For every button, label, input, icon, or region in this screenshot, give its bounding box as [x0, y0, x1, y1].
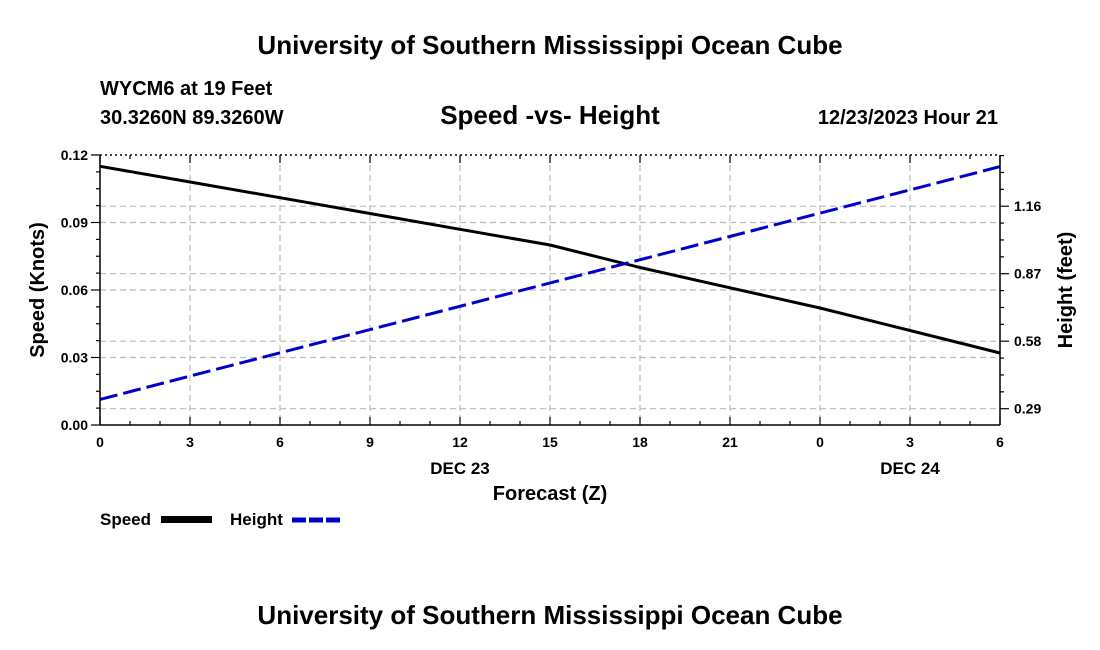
legend-swatch-speed — [161, 516, 212, 523]
series-lines — [99, 164, 1001, 401]
series-line-speed — [99, 164, 1001, 355]
series-line-height — [99, 165, 1001, 401]
forecast-date-label: 12/23/2023 Hour 21 — [818, 107, 998, 129]
y-tick-label: 0.12 — [61, 147, 88, 163]
x-tick-label: 6 — [276, 434, 284, 450]
x-tick-label: 0 — [816, 434, 824, 450]
x-tick-label: 21 — [722, 434, 738, 450]
y2-tick-label: 1.16 — [1014, 198, 1041, 214]
x-tick-label: 12 — [452, 434, 468, 450]
y2-tick-label: 0.58 — [1014, 333, 1041, 349]
y-tick-label: 0.06 — [61, 282, 88, 298]
x-tick-label: 3 — [186, 434, 194, 450]
footer-title: University of Southern Mississippi Ocean… — [257, 600, 842, 630]
x-tick-label: 18 — [632, 434, 648, 450]
date-label: DEC 23 — [430, 459, 490, 478]
grid-lines — [100, 155, 1000, 425]
date-label: DEC 24 — [880, 459, 940, 478]
station-label: WYCM6 at 19 Feet — [100, 78, 273, 100]
legend-label-speed: Speed — [100, 510, 151, 529]
y-tick-label: 0.00 — [61, 417, 88, 433]
coordinates-label: 30.3260N 89.3260W — [100, 107, 284, 129]
x-axis-title: Forecast (Z) — [493, 483, 607, 505]
x-tick-label: 9 — [366, 434, 374, 450]
y2-tick-label: 0.29 — [1014, 401, 1041, 417]
x-tick-label: 6 — [996, 434, 1004, 450]
x-tick-label: 15 — [542, 434, 558, 450]
y2-tick-label: 0.87 — [1014, 266, 1041, 282]
axis-ticks: 0 3 6 9 12 15 18 21 0 3 6 DEC 23 DEC 24 0.00 0.03 0.06 0… — [61, 147, 1042, 478]
chart-subtitle: Speed -vs- Height — [440, 100, 660, 130]
y-tick-label: 0.03 — [61, 350, 88, 366]
x-tick-label: 3 — [906, 434, 914, 450]
y-tick-label: 0.09 — [61, 215, 88, 231]
legend: Speed Height — [100, 510, 343, 529]
x-tick-label: 0 — [96, 434, 104, 450]
legend-label-height: Height — [230, 510, 283, 529]
y-axis-title: Speed (Knots) — [27, 222, 49, 358]
chart-header-title: University of Southern Mississippi Ocean… — [257, 30, 842, 60]
y2-axis-title: Height (feet) — [1055, 232, 1077, 349]
